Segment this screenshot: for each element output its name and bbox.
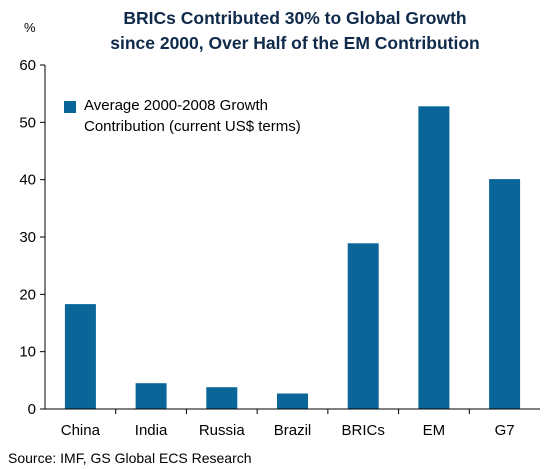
- bar-g7: [489, 179, 521, 409]
- bars-group: [64, 106, 521, 410]
- legend-label-line-1: Average 2000-2008 Growth: [84, 97, 269, 114]
- y-tick-label: 0: [28, 401, 36, 418]
- x-tick-label: G7: [495, 422, 515, 439]
- y-tick-label: 40: [19, 172, 36, 189]
- bar-brics: [347, 243, 379, 409]
- y-tick-label: 20: [19, 286, 36, 303]
- x-tick-label: Brazil: [274, 422, 312, 439]
- bar-em: [418, 106, 450, 410]
- chart-title-line-1: BRICs Contributed 30% to Global Growth: [123, 8, 467, 28]
- y-tick-label: 50: [19, 114, 36, 131]
- y-axis-unit-label: %: [24, 20, 36, 35]
- x-tick-label: India: [135, 422, 168, 439]
- legend-label-line-2: Contribution (current US$ terms): [84, 118, 301, 135]
- bar-china: [64, 304, 96, 409]
- x-tick-label: Russia: [199, 422, 246, 439]
- source-note: Source: IMF, GS Global ECS Research: [8, 450, 252, 466]
- x-tick-label: China: [61, 422, 101, 439]
- y-tick-label: 10: [19, 344, 36, 361]
- legend-label: Average 2000-2008 Growth Contribution (c…: [84, 95, 384, 137]
- bar-brazil: [277, 393, 308, 409]
- x-tick-label: EM: [423, 422, 446, 439]
- axes-group: 0 10 20 30 40 50 60 China India Russia Brazil BRICs…: [19, 57, 540, 439]
- chart-title: BRICs Contributed 30% to Global Growth s…: [60, 6, 530, 56]
- bar-russia: [206, 387, 238, 409]
- chart-title-line-2: since 2000, Over Half of the EM Contribu…: [110, 33, 480, 53]
- y-tick-label: 60: [19, 57, 36, 74]
- y-tick-label: 30: [19, 229, 36, 246]
- legend-swatch: [64, 101, 76, 113]
- x-tick-label: BRICs: [342, 422, 385, 439]
- bar-india: [135, 383, 167, 409]
